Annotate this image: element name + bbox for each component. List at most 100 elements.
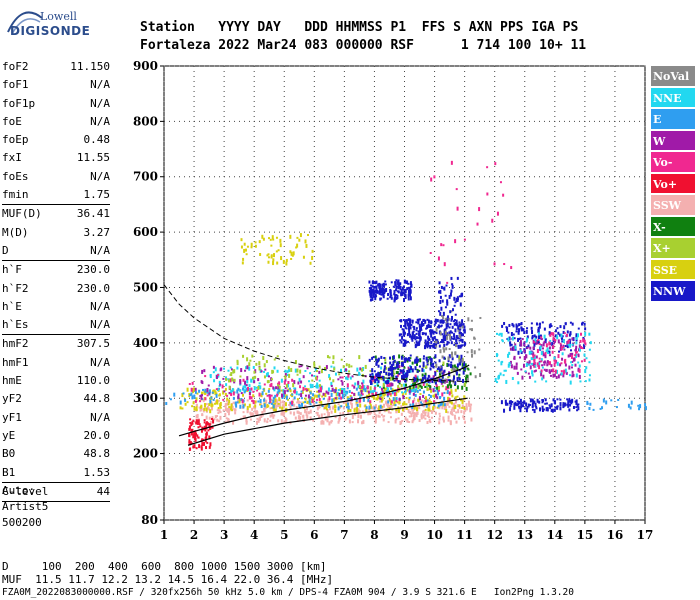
echo-point <box>563 332 566 335</box>
echo-point <box>269 414 272 418</box>
echo-point <box>369 404 372 409</box>
echo-point <box>525 362 528 367</box>
echo-point <box>200 395 203 400</box>
echo-point <box>211 425 214 429</box>
echo-point <box>377 384 380 387</box>
echo-point <box>258 361 261 366</box>
echo-point <box>319 384 322 388</box>
axis-ticks: 1 2 3 4 5 6 7 8 9 10 11 12 13 14 15 16 17802003004005006… <box>133 59 653 542</box>
echo-point <box>380 287 383 291</box>
echo-point <box>521 404 524 408</box>
echo-point <box>554 329 557 333</box>
param-value: 307.5 <box>76 337 110 351</box>
legend-item: NNE <box>651 87 695 109</box>
echo-point <box>371 285 374 288</box>
echo-point <box>322 392 325 396</box>
echo-point <box>410 335 413 340</box>
echo-point <box>447 396 450 401</box>
echo-point <box>541 377 544 381</box>
echo-point <box>562 339 565 344</box>
echo-point <box>468 402 471 407</box>
echo-point <box>435 327 438 332</box>
echo-point <box>447 341 450 344</box>
echo-point <box>215 375 218 380</box>
echo-point <box>388 407 391 410</box>
echo-point <box>299 385 302 389</box>
echo-point <box>316 390 319 393</box>
echo-point <box>458 339 461 342</box>
echo-point <box>195 447 198 450</box>
echo-point <box>422 365 425 368</box>
echo-point <box>537 328 540 333</box>
echo-point <box>369 386 372 391</box>
echo-point <box>519 337 522 340</box>
echo-point <box>297 381 300 385</box>
echo-point <box>416 342 419 347</box>
echo-point <box>398 365 401 369</box>
echo-point <box>312 419 315 422</box>
param-key: D <box>2 243 9 257</box>
echo-point <box>382 287 385 291</box>
echo-point <box>222 409 225 412</box>
echo-point <box>560 346 563 351</box>
echo-point <box>188 439 191 443</box>
echo-point <box>252 365 255 369</box>
echo-point <box>335 387 338 391</box>
echo-point <box>531 334 534 338</box>
echo-point <box>390 382 393 387</box>
echo-point <box>217 374 220 377</box>
echo-point <box>449 310 452 314</box>
echo-point <box>574 400 577 403</box>
echo-point <box>443 391 446 394</box>
echo-point <box>188 427 191 431</box>
echo-point <box>443 333 446 338</box>
echo-point <box>225 402 228 406</box>
echo-point <box>225 417 228 420</box>
echo-point <box>288 369 291 373</box>
echo-point <box>260 405 263 409</box>
echo-point <box>383 370 386 373</box>
echo-point <box>290 257 293 260</box>
echo-point <box>376 407 379 410</box>
echo-point <box>308 380 311 383</box>
echo-point <box>559 363 562 367</box>
echo-point <box>437 391 440 396</box>
echo-point <box>538 343 541 346</box>
echo-point <box>249 359 252 362</box>
echo-point <box>512 324 515 328</box>
echo-point <box>406 388 409 392</box>
echo-point <box>368 280 371 284</box>
echo-point <box>442 381 445 384</box>
echo-point <box>215 401 218 405</box>
echo-point <box>361 410 364 413</box>
echo-point <box>441 374 444 379</box>
echo-point <box>449 334 452 338</box>
echo-point <box>326 355 329 359</box>
echo-point <box>359 398 362 403</box>
echo-point <box>173 392 176 397</box>
echo-point <box>422 355 425 358</box>
echo-point <box>345 376 348 380</box>
echo-point <box>411 387 414 390</box>
echo-point <box>454 396 457 400</box>
echo-point <box>298 377 301 382</box>
echo-point <box>271 369 274 374</box>
y-tick-label: 500 <box>133 280 158 294</box>
echo-point <box>291 400 294 405</box>
echo-point <box>429 367 432 371</box>
echo-point <box>424 412 427 417</box>
echo-point <box>415 340 418 344</box>
echo-point <box>270 244 273 247</box>
echo-point <box>531 403 534 408</box>
echo-point <box>258 392 261 397</box>
echo-point <box>385 401 388 405</box>
echo-point <box>460 338 463 342</box>
x-tick-label: 9 <box>400 528 408 542</box>
echo-point <box>318 414 321 419</box>
echo-point <box>403 385 406 388</box>
echo-point <box>282 393 285 398</box>
x-tick-label: 6 <box>310 528 318 542</box>
echo-point <box>407 297 410 301</box>
echo-point <box>579 339 582 343</box>
echo-point <box>371 356 374 360</box>
